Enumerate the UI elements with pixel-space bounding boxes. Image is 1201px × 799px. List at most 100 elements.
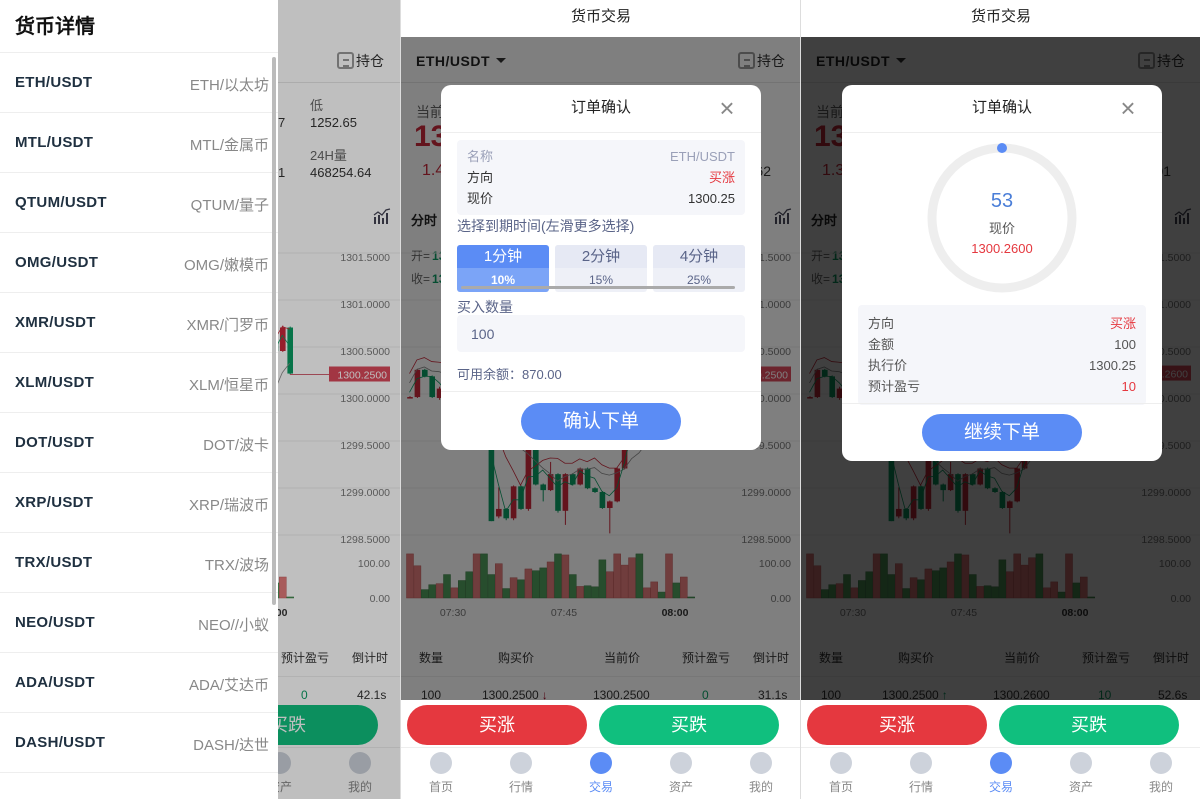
info-row: 预计盈亏 10 bbox=[868, 376, 1136, 397]
table-header: 预计盈亏 bbox=[281, 651, 330, 665]
countdown-ring bbox=[927, 143, 1077, 293]
nav-label: 我的 bbox=[748, 780, 773, 794]
info-value: 10 bbox=[1121, 379, 1136, 394]
qty-input[interactable] bbox=[457, 315, 745, 352]
price-axis-label: 1301.5000 bbox=[340, 252, 390, 264]
expiry-option[interactable]: 4分钟 25% bbox=[653, 245, 745, 292]
nav-item-user[interactable]: 我的 bbox=[721, 748, 800, 799]
market-icon bbox=[910, 752, 932, 774]
position-button[interactable]: 持仓 bbox=[337, 51, 384, 71]
price-axis-label: 1300.5000 bbox=[340, 346, 390, 358]
coin-list-item[interactable]: ADA/USDT ADA/艾达币 bbox=[0, 652, 278, 712]
coin-pair: DOT/USDT bbox=[15, 434, 95, 451]
info-label: 方向 bbox=[868, 316, 895, 331]
qty-label: 买入数量 bbox=[457, 299, 513, 315]
home-icon bbox=[830, 752, 852, 774]
nav-item-market[interactable]: 行情 bbox=[481, 748, 561, 799]
buy-down-button[interactable]: 买跌 bbox=[999, 705, 1179, 745]
modal-divider bbox=[441, 391, 761, 392]
info-row: 金额 100 bbox=[868, 334, 1136, 355]
expiry-label: 选择到期时间(左滑更多选择) bbox=[457, 218, 635, 234]
coin-pair: DASH/USDT bbox=[15, 734, 106, 751]
nav-item-trade[interactable]: 交易 bbox=[561, 748, 641, 799]
nav-item-trade[interactable]: 交易 bbox=[961, 748, 1041, 799]
trade-icon bbox=[990, 752, 1012, 774]
coin-list-item[interactable]: DOT/USDT DOT/波卡 bbox=[0, 412, 278, 472]
option-rate: 15% bbox=[588, 273, 614, 287]
info-value: 100 bbox=[1114, 337, 1136, 352]
low-label: 低 bbox=[310, 98, 324, 113]
option-rate: 25% bbox=[686, 273, 712, 287]
coin-pair: ETH/USDT bbox=[15, 74, 93, 91]
nav-label: 行情 bbox=[508, 780, 533, 794]
user-icon bbox=[750, 752, 772, 774]
coin-pair: QTUM/USDT bbox=[15, 194, 107, 211]
buy-up-button[interactable]: 买涨 bbox=[807, 705, 987, 745]
home-icon bbox=[430, 752, 452, 774]
coin-name: DASH/达世 bbox=[193, 737, 269, 754]
candle-body bbox=[280, 327, 286, 351]
volume-24h-label: 24H量 bbox=[310, 148, 347, 163]
option-time: 4分钟 bbox=[653, 245, 745, 268]
coin-name: NEO//小蚁 bbox=[198, 617, 269, 634]
coin-name: XLM/恒星币 bbox=[188, 377, 269, 394]
expiry-option[interactable]: 2分钟 15% bbox=[555, 245, 647, 292]
info-label: 预计盈亏 bbox=[868, 379, 921, 394]
indicator-chart-icon[interactable] bbox=[373, 208, 391, 224]
low-value: 1252.65 bbox=[310, 115, 357, 130]
close-icon[interactable]: × bbox=[1120, 93, 1136, 123]
order-info-box: 名称 ETH/USDT 方向 买涨 现价 1300.25 bbox=[457, 140, 745, 215]
info-label: 方向 bbox=[467, 170, 494, 185]
coin-list-item[interactable]: XLM/USDT XLM/恒星币 bbox=[0, 352, 278, 412]
volume-axis-label: 0.00 bbox=[370, 593, 391, 605]
high-value: 7 bbox=[278, 115, 286, 130]
coin-pair: NEO/USDT bbox=[15, 614, 95, 631]
page-title: 货币交易 bbox=[801, 0, 1200, 37]
nav-label: 首页 bbox=[828, 780, 853, 794]
coin-list-item[interactable]: OMG/USDT OMG/嫩模币 bbox=[0, 232, 278, 292]
coin-list-item[interactable]: XRP/USDT XRP/瑞波币 bbox=[0, 472, 278, 532]
volume-axis-label: 100.00 bbox=[358, 558, 390, 570]
available-balance: 可用余额：870.00 bbox=[457, 367, 562, 382]
confirm-order-button[interactable]: 确认下单 bbox=[521, 403, 681, 440]
coin-pair: XMR/USDT bbox=[15, 314, 96, 331]
drawer-scrollbar[interactable] bbox=[272, 57, 276, 605]
coin-name: XMR/门罗币 bbox=[186, 317, 269, 334]
nav-item-wallet[interactable]: 资产 bbox=[641, 748, 721, 799]
order-result-modal: 订单确认 × 53 现价 1300.2600 方向 买涨 金额 100 执行价 1300.25 预计盈… bbox=[842, 85, 1162, 461]
coin-list-item[interactable]: TRX/USDT TRX/波场 bbox=[0, 532, 278, 592]
coin-list-item[interactable]: ETH/USDT ETH/以太坊 bbox=[0, 52, 278, 112]
nav-item-user[interactable]: 我的 bbox=[320, 748, 400, 799]
volume-bar bbox=[279, 576, 287, 599]
price-label: 现价 bbox=[988, 221, 1015, 236]
coin-list-item[interactable]: DASH/USDT DASH/达世 bbox=[0, 712, 278, 772]
coin-name: TRX/波场 bbox=[204, 557, 269, 574]
table-header: 倒计时 bbox=[352, 651, 389, 665]
trade-icon bbox=[590, 752, 612, 774]
expiry-option[interactable]: 1分钟 10% bbox=[457, 245, 549, 292]
coin-name: QTUM/量子 bbox=[190, 197, 269, 214]
drawer-title: 货币详情 bbox=[15, 16, 95, 38]
coin-list-item[interactable]: NEO/USDT NEO//小蚁 bbox=[0, 592, 278, 652]
coin-list-item[interactable]: MTL/USDT MTL/金属币 bbox=[0, 112, 278, 172]
pnl-cell: 0 bbox=[301, 688, 308, 702]
coin-name: ETH/以太坊 bbox=[189, 77, 269, 94]
buy-up-button[interactable]: 买涨 bbox=[407, 705, 587, 745]
nav-item-market[interactable]: 行情 bbox=[881, 748, 961, 799]
nav-item-home[interactable]: 首页 bbox=[801, 748, 881, 799]
buy-down-button[interactable]: 买跌 bbox=[599, 705, 779, 745]
info-value: 买涨 bbox=[708, 170, 735, 185]
phone-screen-1: ETH/USDT持仓低1252.6524H量468254.6471分时1301.… bbox=[0, 0, 400, 799]
coin-pair: MTL/USDT bbox=[15, 134, 94, 151]
options-scrollbar[interactable] bbox=[461, 286, 735, 289]
nav-item-home[interactable]: 首页 bbox=[401, 748, 481, 799]
close-icon[interactable]: × bbox=[719, 93, 735, 123]
order-confirm-modal: 订单确认 × 名称 ETH/USDT 方向 买涨 现价 1300.25 选择到期时间(左滑更多选… bbox=[441, 85, 761, 450]
coin-list-item[interactable]: QTUM/USDT QTUM/量子 bbox=[0, 172, 278, 232]
nav-item-user[interactable]: 我的 bbox=[1121, 748, 1200, 799]
continue-order-button[interactable]: 继续下单 bbox=[922, 414, 1082, 451]
nav-item-wallet[interactable]: 资产 bbox=[1041, 748, 1121, 799]
coin-list-item[interactable]: XMR/USDT XMR/门罗币 bbox=[0, 292, 278, 352]
position-label: 持仓 bbox=[356, 53, 384, 69]
coin-name: ADA/艾达币 bbox=[188, 677, 269, 694]
